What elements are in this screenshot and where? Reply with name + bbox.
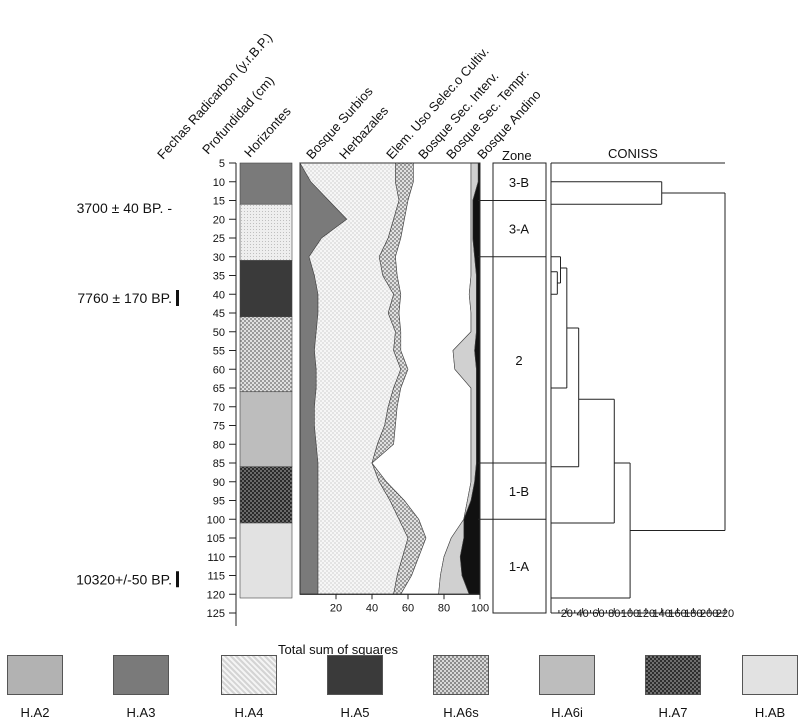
horizon-column — [239, 162, 293, 599]
horizon-h-a6s — [239, 316, 293, 393]
horizon-h-a4 — [239, 203, 293, 261]
legend-item: H.A2 — [0, 655, 70, 720]
coniss-tick-label: 120 — [637, 608, 655, 620]
depth-tick-label: 105 — [207, 533, 225, 545]
legend-item: H.AB — [735, 655, 805, 720]
depth-axis: 5 10 15 20 25 30 35 40 45 50 55 60 65 70 75 80 85 90 95 100… — [207, 158, 237, 626]
coniss-tick-label: 180 — [684, 608, 702, 620]
legend-item: H.A7 — [638, 655, 708, 720]
depth-tick-label: 60 — [213, 364, 225, 376]
legend-label: H.A4 — [234, 705, 264, 720]
coniss-tick-label: 60 — [592, 608, 604, 620]
depth-tick-label: 30 — [213, 252, 225, 264]
depth-tick-label: 120 — [207, 589, 225, 601]
depth-tick-label: 115 — [207, 571, 225, 583]
depth-tick-label: 45 — [213, 308, 225, 320]
depth-tick-label: 5 — [219, 158, 225, 170]
coniss-tick-label: 140 — [653, 608, 671, 620]
zone-label: 3-B — [509, 175, 529, 190]
depth-tick-label: 10 — [213, 177, 225, 189]
horizon-h-a5 — [239, 260, 293, 318]
zone-column: 3-B 3-A 2 1-B 1-A — [478, 162, 547, 614]
percent-tick-label: 60 — [402, 602, 414, 614]
zone-label: 1-B — [509, 484, 529, 499]
depth-tick-label: 80 — [213, 439, 225, 451]
legend-swatch — [7, 655, 63, 695]
legend-swatch — [433, 655, 489, 695]
coniss-tick-label: 160 — [668, 608, 686, 620]
depth-tick-label: 50 — [213, 327, 225, 339]
coniss-title: CONISS — [608, 146, 658, 161]
coniss-tick-label: 80 — [608, 608, 620, 620]
zone-label: 1-A — [509, 559, 530, 574]
legend-swatch — [113, 655, 169, 695]
percent-axis: 20 40 60 80 100 — [300, 593, 489, 614]
depth-tick-label: 110 — [207, 552, 225, 564]
depth-tick-label: 35 — [213, 271, 225, 283]
coniss-tick-label: 220 — [716, 608, 734, 620]
horizon-h-ab — [239, 522, 293, 599]
percent-tick-label: 20 — [330, 602, 342, 614]
legend-label: H.AB — [754, 705, 786, 720]
depth-tick-label: 95 — [213, 496, 225, 508]
legend-swatch — [742, 655, 798, 695]
legend-label: H.A6i — [551, 705, 583, 720]
column-headers: Fechas Radicarbon (y.r.B.P.) Profundidad… — [154, 30, 658, 163]
legend-swatch — [539, 655, 595, 695]
depth-tick-label: 25 — [213, 233, 225, 245]
zone-label: 3-A — [509, 222, 530, 237]
pollen-area-plot — [299, 161, 481, 595]
date-marker — [176, 290, 179, 306]
coniss-tick-label: 40 — [577, 608, 589, 620]
legend-label: H.A3 — [126, 705, 156, 720]
depth-tick-label: 40 — [213, 289, 225, 301]
legend-label: H.A2 — [20, 705, 50, 720]
percent-tick-label: 40 — [366, 602, 378, 614]
zone-label: 2 — [515, 353, 522, 368]
date-marker — [176, 571, 179, 588]
depth-tick-label: 125 — [207, 608, 225, 620]
legend-label: H.A6s — [443, 705, 479, 720]
legend-item: H.A6i — [532, 655, 602, 720]
horizon-legend: H.A2 H.A3 H.A4 H.A5 H.A6s H.A6i H.A7 H.A… — [0, 655, 805, 728]
date-label: 10320+/-50 BP. — [76, 571, 172, 587]
depth-tick-label: 20 — [213, 214, 225, 226]
depth-tick-label: 100 — [207, 514, 225, 526]
percent-tick-label: 100 — [471, 602, 489, 614]
legend-item: H.A4 — [214, 655, 284, 720]
depth-tick-label: 70 — [213, 402, 225, 414]
depth-tick-label: 65 — [213, 383, 225, 395]
legend-swatch — [221, 655, 277, 695]
legend-label: H.A5 — [340, 705, 370, 720]
percent-tick-label: 80 — [438, 602, 450, 614]
coniss-xlabel: Total sum of squares — [278, 642, 398, 657]
legend-item: H.A3 — [106, 655, 176, 720]
legend-item: H.A6s — [426, 655, 496, 720]
radiocarbon-dates: 3700 ± 40 BP. - 7760 ± 170 BP. 10320+/-50 … — [76, 200, 179, 588]
coniss-tick-label: 200 — [700, 608, 718, 620]
depth-tick-label: 75 — [213, 421, 225, 433]
coniss-tick-label: 100 — [621, 608, 639, 620]
legend-label: H.A7 — [658, 705, 688, 720]
horizon-h-a7 — [239, 466, 293, 524]
date-label: 7760 ± 170 BP. — [77, 290, 172, 306]
date-label: 3700 ± 40 BP. - — [77, 200, 173, 216]
horizon-h-a6i — [239, 391, 293, 468]
zone-title: Zone — [502, 148, 532, 163]
legend-swatch — [327, 655, 383, 695]
zone-frame — [492, 162, 547, 614]
depth-tick-label: 90 — [213, 477, 225, 489]
horizon-h-a3 — [239, 162, 293, 205]
depth-tick-label: 15 — [213, 196, 225, 208]
legend-item: H.A5 — [320, 655, 390, 720]
legend-swatch — [645, 655, 701, 695]
depth-tick-label: 55 — [213, 346, 225, 358]
depth-tick-label: 85 — [213, 458, 225, 470]
coniss-tick-label: 20 — [561, 608, 573, 620]
